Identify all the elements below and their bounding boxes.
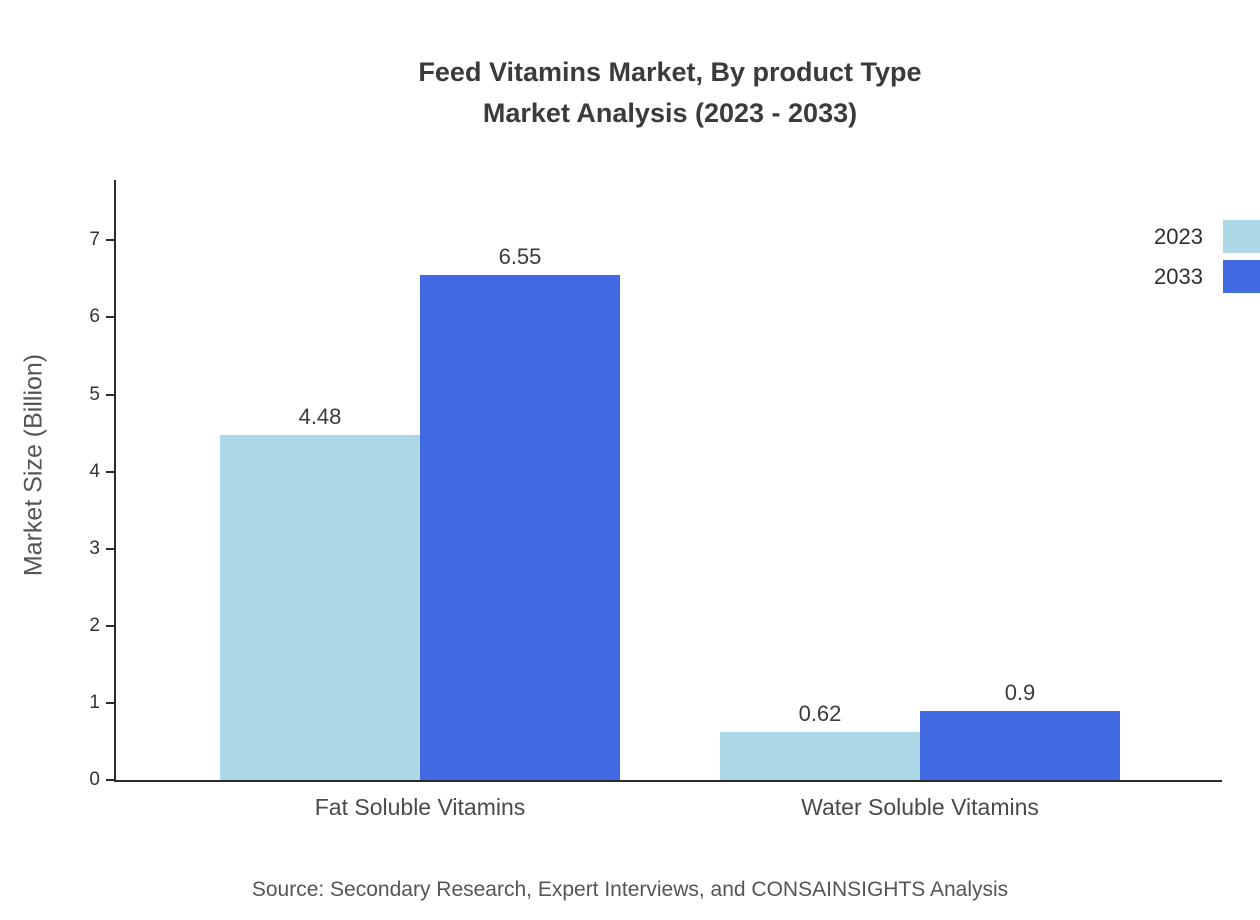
legend-label: 2033 bbox=[1154, 263, 1203, 289]
legend-label: 2023 bbox=[1154, 223, 1203, 249]
bar-2033-water-soluble-vitamins bbox=[920, 710, 1120, 780]
y-tick-label: 1 bbox=[89, 691, 100, 713]
y-tick-label: 5 bbox=[89, 383, 100, 405]
y-tick-label: 7 bbox=[89, 229, 100, 251]
chart-title-line1: Feed Vitamins Market, By product Type bbox=[418, 57, 922, 87]
y-tick-mark bbox=[106, 316, 114, 319]
x-category-label: Fat Soluble Vitamins bbox=[314, 794, 526, 820]
bar-value-label: 0.9 bbox=[1004, 679, 1036, 705]
y-tick-mark bbox=[106, 393, 114, 396]
y-tick-mark bbox=[106, 547, 114, 550]
chart-title-line2: Market Analysis (2023 - 2033) bbox=[482, 98, 858, 128]
y-axis-line bbox=[114, 180, 116, 782]
y-tick-mark bbox=[106, 239, 114, 242]
y-tick-label: 2 bbox=[89, 614, 100, 636]
y-tick-mark bbox=[106, 470, 114, 473]
legend-item-2023: 2023 bbox=[1154, 220, 1260, 253]
y-tick-label: 4 bbox=[89, 460, 100, 482]
bar-2033-fat-soluble-vitamins bbox=[420, 274, 620, 780]
y-tick-label: 0 bbox=[89, 769, 100, 790]
y-tick-mark bbox=[106, 624, 114, 627]
y-tick-mark bbox=[106, 701, 114, 704]
x-category-label: Water Soluble Vitamins bbox=[801, 794, 1039, 820]
source-attribution: Source: Secondary Research, Expert Inter… bbox=[251, 878, 1009, 901]
x-axis-line bbox=[114, 780, 1222, 782]
bar-value-label: 0.62 bbox=[798, 701, 842, 727]
chart-legend: 2023 2033 bbox=[1154, 220, 1260, 293]
bar-value-label: 6.55 bbox=[498, 243, 542, 269]
y-tick-mark bbox=[106, 779, 114, 781]
y-axis-title: Market Size (Billion) bbox=[19, 353, 48, 577]
bar-2023-fat-soluble-vitamins bbox=[220, 434, 420, 780]
bar-2023-water-soluble-vitamins bbox=[720, 732, 920, 780]
y-tick-label: 6 bbox=[89, 306, 100, 328]
legend-swatch bbox=[1223, 220, 1260, 253]
bar-value-label: 4.48 bbox=[298, 403, 342, 429]
y-tick-label: 3 bbox=[89, 537, 100, 559]
legend-item-2033: 2033 bbox=[1154, 260, 1260, 293]
legend-swatch bbox=[1223, 260, 1260, 293]
chart-title: Feed Vitamins Market, By product Type Ma… bbox=[80, 52, 1260, 134]
